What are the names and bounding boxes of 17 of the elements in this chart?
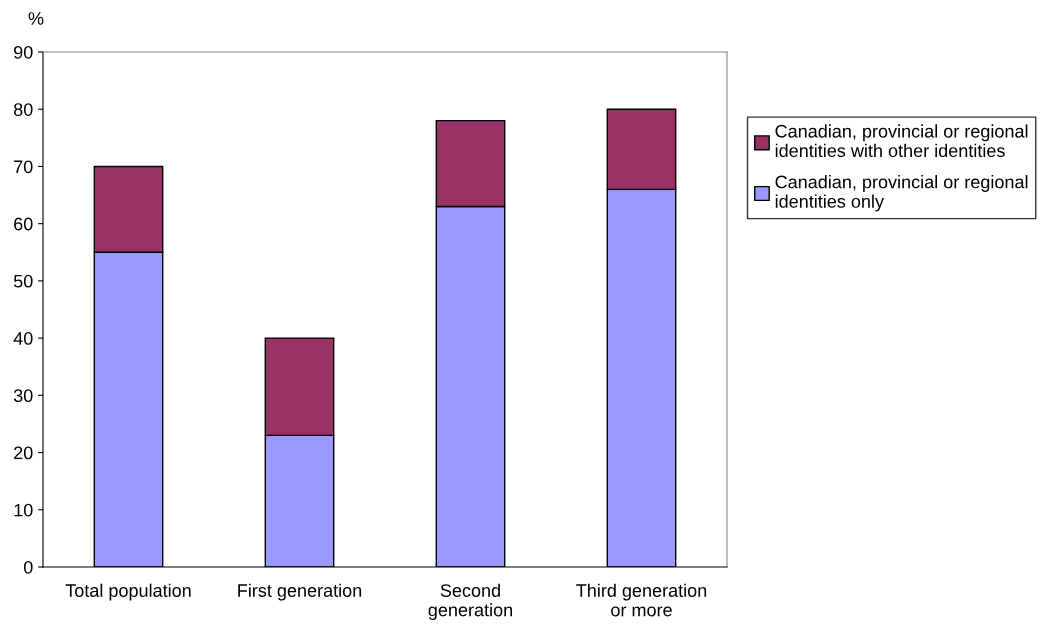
x-tick-label: First generation [238, 583, 362, 601]
y-tick-label: 40 [13, 332, 33, 345]
y-axis-title: % [28, 12, 44, 25]
y-tick-label: 70 [14, 160, 33, 174]
y-tick-label: 90 [14, 45, 33, 59]
y-tick-label: 80 [13, 103, 33, 116]
x-tick-label: Total population [65, 583, 191, 601]
y-tick-label: 0 [23, 560, 33, 574]
y-tick-label: 30 [13, 389, 33, 403]
legend-label: Canadian, provincial or regional identities with other identities [775, 124, 1028, 158]
legend-label: Canadian, provincial or regional identities only [775, 175, 1028, 212]
x-tick-label: Third generation or more [576, 583, 707, 617]
x-tick-label: Second generation [428, 583, 512, 620]
y-tick-label: 10 [14, 503, 33, 517]
y-tick-label: 50 [13, 274, 33, 288]
y-tick-label: 60 [14, 217, 33, 231]
y-tick-label: 20 [14, 446, 33, 460]
